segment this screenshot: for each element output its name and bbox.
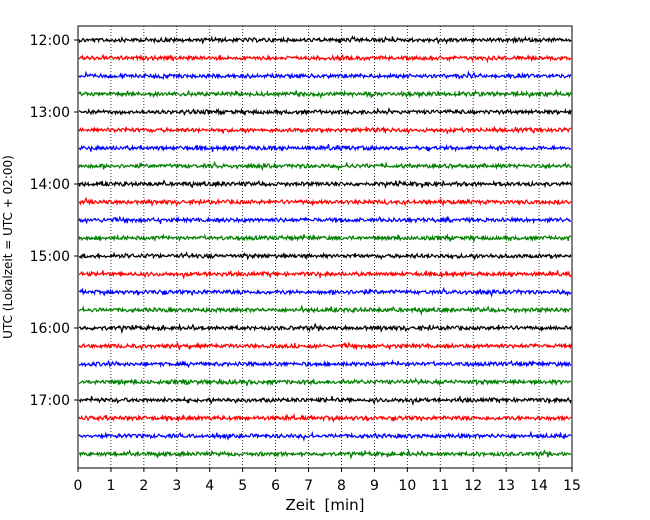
x-tick-label: 10 <box>398 478 416 494</box>
x-tick-label: 8 <box>337 478 346 494</box>
x-tick-label: 0 <box>74 478 83 494</box>
y-tick-label: 14:00 <box>30 177 70 193</box>
x-tick-label: 7 <box>304 478 313 494</box>
x-tick-label: 6 <box>271 478 280 494</box>
trace-1415 <box>78 196 572 208</box>
trace-1315 <box>78 125 572 135</box>
seismic-traces <box>78 35 572 460</box>
trace-1530 <box>78 286 572 298</box>
y-tick-label: 16:00 <box>30 321 70 337</box>
y-axis-label: UTC (Lokalzeit = UTC + 02:00) <box>1 155 15 339</box>
x-tick-label: 5 <box>238 478 247 494</box>
y-axis-ticks: 12:00 13:00 14:00 15:00 16:00 17:00 <box>30 33 78 409</box>
trace-1700 <box>78 395 572 407</box>
x-tick-label: 9 <box>370 478 379 494</box>
trace-1730 <box>78 430 572 442</box>
x-tick-label: 12 <box>464 478 482 494</box>
y-tick-label: 15:00 <box>30 249 70 265</box>
x-tick-label: 2 <box>139 478 148 494</box>
trace-1500 <box>78 251 572 261</box>
trace-1430 <box>78 215 572 225</box>
x-tick-label: 14 <box>530 478 548 494</box>
trace-1215 <box>78 53 572 64</box>
y-tick-label: 17:00 <box>30 393 70 409</box>
x-axis-label: Zeit [min] <box>285 496 364 514</box>
trace-1230 <box>78 69 572 80</box>
y-tick-label: 12:00 <box>30 33 70 49</box>
trace-1745 <box>78 448 572 460</box>
trace-1600 <box>78 322 572 335</box>
x-tick-label: 15 <box>563 478 581 494</box>
x-tick-label: 13 <box>497 478 515 494</box>
x-tick-label: 11 <box>431 478 449 494</box>
x-axis-ticks: 0 1 2 3 4 5 6 7 8 9 10 11 12 13 14 15 <box>74 468 581 494</box>
x-tick-label: 4 <box>205 478 214 494</box>
trace-1645 <box>78 377 571 387</box>
trace-1400 <box>78 179 572 189</box>
x-tick-label: 1 <box>106 478 115 494</box>
trace-1515 <box>78 269 572 280</box>
trace-1245 <box>78 88 572 100</box>
trace-1445 <box>78 233 572 243</box>
trace-1200 <box>78 35 572 45</box>
trace-1545 <box>78 304 572 317</box>
trace-1345 <box>78 160 572 172</box>
x-tick-label: 3 <box>172 478 181 494</box>
trace-1715 <box>78 412 572 423</box>
trace-1330 <box>78 143 572 153</box>
trace-1300 <box>78 106 572 116</box>
trace-1630 <box>78 359 572 369</box>
plot-frame <box>77 25 573 469</box>
trace-1615 <box>78 341 572 352</box>
y-tick-label: 13:00 <box>30 105 70 121</box>
